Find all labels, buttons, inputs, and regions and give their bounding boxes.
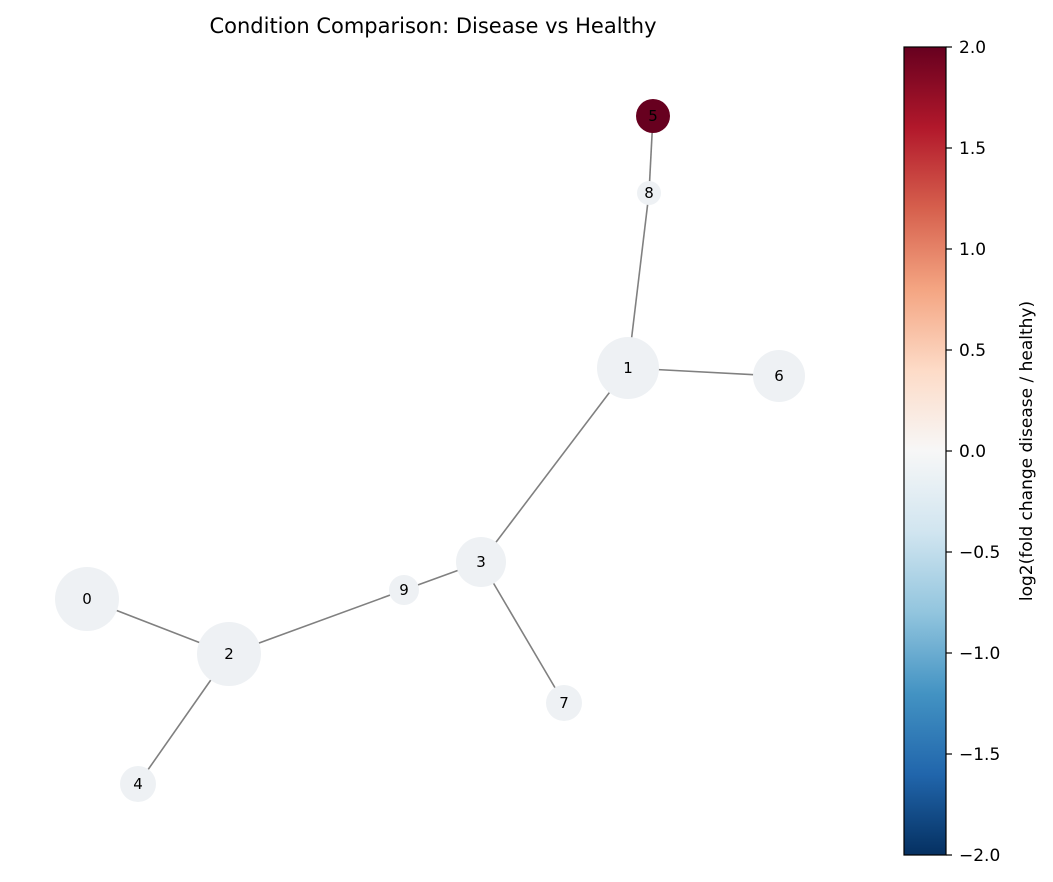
- node-label-4: 4: [133, 775, 143, 793]
- node-4: 4: [120, 766, 156, 802]
- colorbar: 2.0 1.5 1.0 0.5 0.0 −0.5 −1.0 −1.5 −2.0 log2(fol…: [903, 38, 1037, 866]
- node-5: 5: [636, 99, 670, 133]
- chart-title: Condition Comparison: Disease vs Healthy: [209, 14, 656, 38]
- node-circle-6: [753, 350, 805, 402]
- node-9: 9: [389, 575, 419, 605]
- edge-3-7: [480, 561, 565, 704]
- node-7: 7: [546, 685, 582, 721]
- node-circle-3: [456, 537, 506, 587]
- node-circle-0: [55, 567, 119, 631]
- node-label-0: 0: [82, 590, 92, 608]
- colorbar-tick-label: 1.5: [959, 139, 986, 159]
- node-label-9: 9: [399, 581, 409, 599]
- node-circle-7: [546, 685, 582, 721]
- node-label-7: 7: [559, 694, 569, 712]
- colorbar-tick-label: 1.0: [959, 240, 986, 260]
- node-label-6: 6: [774, 367, 784, 385]
- node-label-2: 2: [224, 645, 234, 663]
- colorbar-tick-label: −0.5: [959, 543, 1000, 563]
- edge-1-3: [480, 367, 629, 563]
- node-circle-8: [637, 181, 661, 205]
- node-label-3: 3: [476, 553, 486, 571]
- node-1: 1: [597, 337, 659, 399]
- node-circle-9: [389, 575, 419, 605]
- node-circle-2: [197, 622, 261, 686]
- colorbar-tick-label: 2.0: [959, 38, 986, 58]
- node-8: 8: [637, 181, 661, 205]
- node-circle-1: [597, 337, 659, 399]
- edges-layer: [86, 115, 780, 785]
- node-6: 6: [753, 350, 805, 402]
- node-label-5: 5: [648, 107, 658, 125]
- node-circle-4: [120, 766, 156, 802]
- node-circle-5: [636, 99, 670, 133]
- node-label-8: 8: [644, 184, 654, 202]
- node-2: 2: [197, 622, 261, 686]
- colorbar-ticks: 2.0 1.5 1.0 0.5 0.0 −0.5 −1.0 −1.5 −2.0: [946, 38, 1000, 866]
- node-3: 3: [456, 537, 506, 587]
- colorbar-tick-label: −1.0: [959, 644, 1000, 664]
- colorbar-gradient: [903, 46, 947, 856]
- colorbar-tick-label: 0.0: [959, 442, 986, 462]
- nodes-layer: 0 1 2 3 4 5 6 7 8 9: [55, 99, 805, 802]
- colorbar-tick-label: 0.5: [959, 341, 986, 361]
- node-label-1: 1: [623, 359, 633, 377]
- node-0: 0: [55, 567, 119, 631]
- colorbar-label: log2(fold change disease / healthy): [1017, 301, 1037, 601]
- colorbar-tick-label: −1.5: [959, 745, 1000, 765]
- colorbar-tick-label: −2.0: [959, 846, 1000, 866]
